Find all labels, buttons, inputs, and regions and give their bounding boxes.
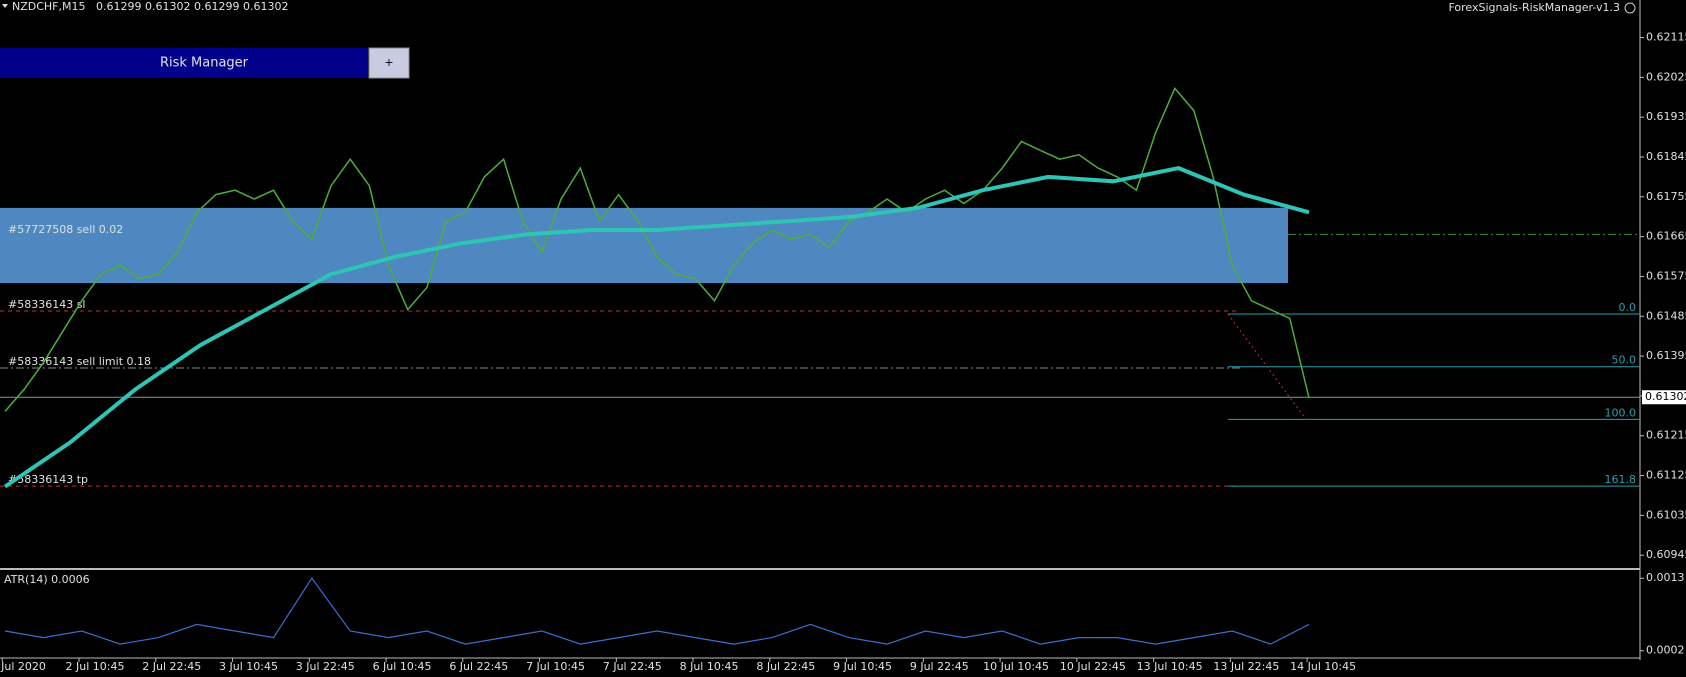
ma-line xyxy=(3,166,1310,489)
y-tick-label: 0.61035 xyxy=(1646,508,1686,521)
y-tick-label: 0.61485 xyxy=(1646,309,1686,322)
current-price-box xyxy=(1642,390,1686,405)
symbol: NZDCHF,M15 xyxy=(12,0,86,13)
x-tick-label: 1 Jul 2020 xyxy=(0,660,46,673)
atr-tick-label: 0.0002 xyxy=(1646,644,1685,657)
x-tick-label: 13 Jul 22:45 xyxy=(1213,660,1279,673)
x-tick-label: 10 Jul 22:45 xyxy=(1060,660,1126,673)
y-tick-label: 0.61845 xyxy=(1646,150,1686,163)
x-tick-label: 7 Jul 10:45 xyxy=(526,660,585,673)
atr-label: ATR(14) 0.0006 xyxy=(4,573,90,586)
x-tick-label: 9 Jul 22:45 xyxy=(910,660,969,673)
x-tick-label: 3 Jul 22:45 xyxy=(296,660,355,673)
panel-title: Risk Manager xyxy=(160,56,249,71)
order-zone xyxy=(0,207,1288,284)
y-tick-label: 0.61665 xyxy=(1646,230,1686,243)
x-tick-label: 9 Jul 10:45 xyxy=(833,660,892,673)
indicator-name: ForexSignals-RiskManager-v1.3 xyxy=(1448,1,1620,14)
panel-button-label: + xyxy=(384,56,393,69)
fib-label: 50.0 xyxy=(1612,354,1637,367)
fib-label: 161.8 xyxy=(1605,473,1637,486)
x-tick-label: 8 Jul 22:45 xyxy=(756,660,815,673)
x-tick-label: 6 Jul 22:45 xyxy=(449,660,508,673)
y-tick-label: 0.61575 xyxy=(1646,269,1686,282)
fib-trend xyxy=(1227,313,1307,420)
y-tick-label: 0.62025 xyxy=(1646,70,1686,83)
fib-label: 100.0 xyxy=(1605,406,1637,419)
order-label: #58336143 tp xyxy=(8,473,88,486)
price-line xyxy=(4,87,1310,412)
x-tick-label: 10 Jul 10:45 xyxy=(983,660,1049,673)
x-tick-label: 6 Jul 10:45 xyxy=(373,660,432,673)
atr-tick-label: 0.0013 xyxy=(1646,571,1685,584)
menu-arrow[interactable] xyxy=(2,4,8,8)
y-tick-label: 0.61125 xyxy=(1646,469,1686,482)
close-icon[interactable] xyxy=(1624,2,1636,14)
current-price-label: 0.61302 xyxy=(1645,390,1686,403)
quote: 0.61299 0.61302 0.61299 0.61302 xyxy=(96,0,288,13)
fib-label: 0.0 xyxy=(1619,301,1637,314)
x-tick-label: 8 Jul 10:45 xyxy=(680,660,739,673)
y-tick-label: 0.60945 xyxy=(1646,548,1686,561)
x-tick-label: 7 Jul 22:45 xyxy=(603,660,662,673)
order-label: #58336143 sl xyxy=(8,298,86,311)
y-tick-label: 0.62115 xyxy=(1646,31,1686,44)
y-tick-label: 0.61215 xyxy=(1646,429,1686,442)
panel-title-bar[interactable] xyxy=(0,48,368,78)
x-tick-label: 14 Jul 10:45 xyxy=(1290,660,1356,673)
y-tick-label: 0.61935 xyxy=(1646,110,1686,123)
x-tick-label: 2 Jul 10:45 xyxy=(66,660,125,673)
x-tick-label: 3 Jul 10:45 xyxy=(219,660,278,673)
panel-button[interactable] xyxy=(368,47,410,79)
y-tick-label: 0.61395 xyxy=(1646,349,1686,362)
zone-label: #57727508 sell 0.02 xyxy=(8,223,123,236)
x-tick-label: 2 Jul 22:45 xyxy=(142,660,201,673)
x-tick-label: 13 Jul 10:45 xyxy=(1137,660,1203,673)
atr-line xyxy=(4,577,1310,645)
y-tick-label: 0.61755 xyxy=(1646,190,1686,203)
order-label: #58336143 sell limit 0.18 xyxy=(8,355,151,368)
